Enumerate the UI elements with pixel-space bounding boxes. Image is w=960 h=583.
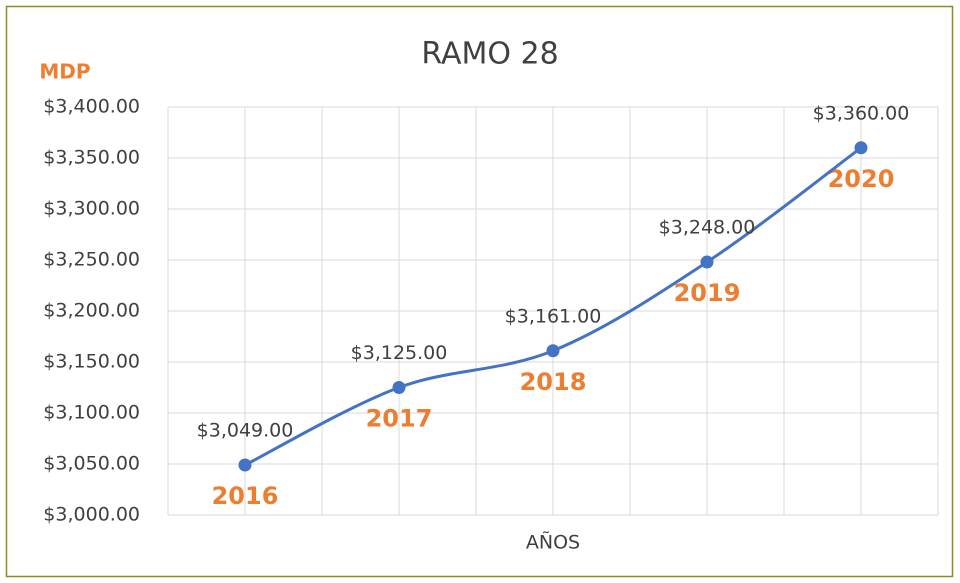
point: [854, 141, 868, 155]
category-label: 2020: [828, 165, 895, 193]
chart-border: [5, 5, 954, 578]
y-tick-label: $3,350.00: [43, 147, 140, 169]
data-label: $3,049.00: [197, 420, 294, 442]
y-tick-label: $3,150.00: [43, 351, 140, 373]
y-tick-label: $3,300.00: [43, 198, 140, 220]
point: [238, 458, 252, 472]
category-label: 2018: [520, 368, 587, 396]
category-label: 2016: [212, 482, 279, 510]
category-label: 2017: [366, 405, 433, 433]
y-tick-label: $3,050.00: [43, 453, 140, 475]
y-tick-label: $3,250.00: [43, 249, 140, 271]
point: [700, 255, 714, 269]
data-label: $3,161.00: [505, 305, 602, 327]
y-tick-label: $3,400.00: [43, 96, 140, 118]
point: [546, 344, 560, 358]
category-label: 2019: [674, 279, 741, 307]
data-label: $3,248.00: [659, 217, 756, 239]
point: [392, 381, 406, 394]
x-axis-label: AÑOS: [526, 531, 580, 554]
y-tick-label: $3,200.00: [43, 300, 140, 322]
y-tick-label: $3,000.00: [43, 504, 140, 526]
chart-title: RAMO 28: [421, 37, 558, 72]
data-label: $3,360.00: [813, 102, 910, 124]
data-label: $3,125.00: [351, 342, 448, 364]
y-axis-label: MDP: [39, 60, 90, 84]
y-tick-label: $3,100.00: [43, 402, 140, 424]
